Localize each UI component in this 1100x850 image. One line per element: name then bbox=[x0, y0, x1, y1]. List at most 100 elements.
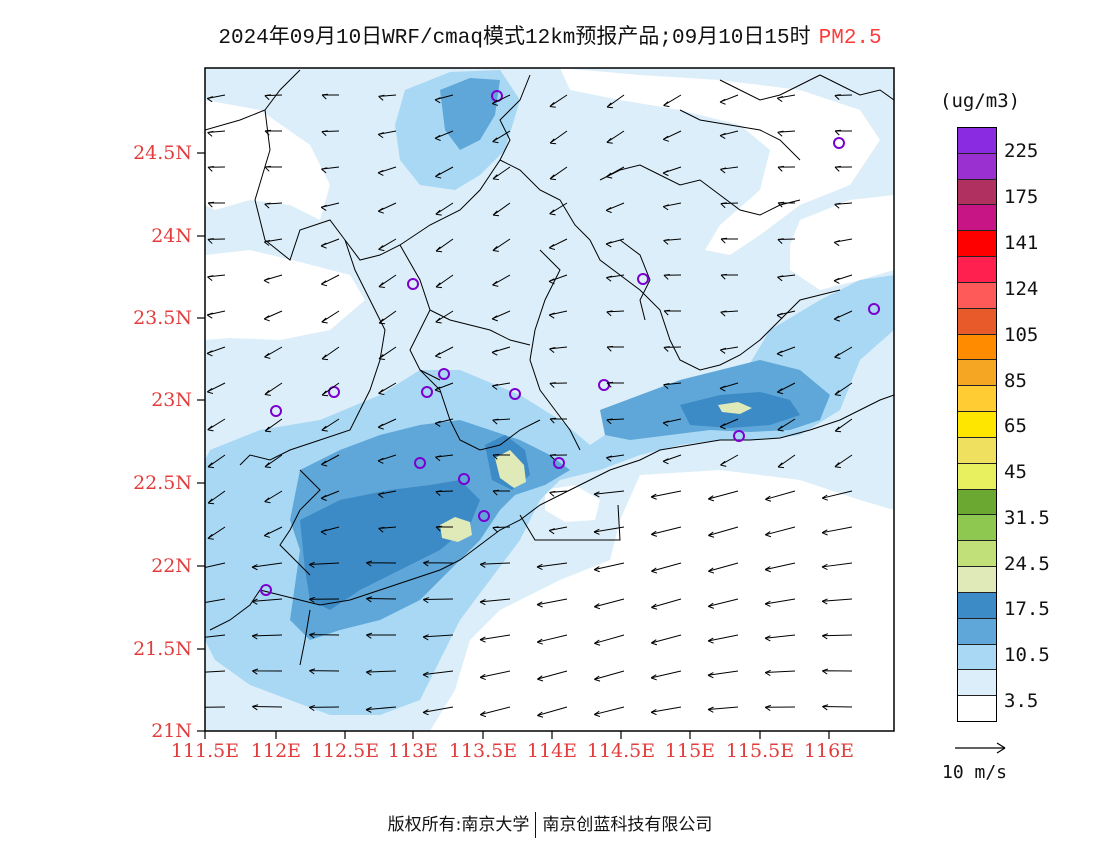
wind-arrow bbox=[650, 634, 682, 646]
wind-arrow bbox=[264, 490, 283, 504]
wind-arrow bbox=[206, 310, 226, 319]
wind-arrow bbox=[207, 418, 226, 432]
wind-arrow bbox=[720, 202, 739, 209]
wind-arrow bbox=[764, 526, 796, 538]
wind-arrow bbox=[651, 562, 682, 574]
wind-arrow bbox=[764, 634, 796, 642]
wind-arrow bbox=[650, 490, 682, 500]
wind-arrow bbox=[479, 670, 511, 681]
wind-arrow bbox=[606, 454, 625, 462]
wind-arrow bbox=[435, 310, 454, 324]
wind-arrow bbox=[834, 418, 853, 433]
wind-arrow bbox=[549, 346, 568, 354]
lat-label-23n: 23N bbox=[151, 389, 192, 411]
wind-arrow bbox=[764, 562, 796, 573]
wind-arrow bbox=[719, 382, 739, 392]
wind-arrow bbox=[423, 560, 454, 567]
wind-arrow bbox=[377, 166, 397, 176]
page-title: 2024年09月10日WRF/cmaq模式12km预报产品;09月10日15时 P… bbox=[0, 20, 1100, 50]
lon-label-113.5e: 113.5E bbox=[448, 740, 518, 762]
wind-arrow bbox=[764, 669, 796, 677]
wind-arrow bbox=[777, 454, 796, 469]
reference-wind-label: 10 m/s bbox=[942, 762, 1008, 783]
wind-arrow bbox=[308, 561, 340, 568]
wind-arrow bbox=[435, 238, 454, 253]
wind-arrow bbox=[308, 596, 340, 603]
wind-arrow bbox=[663, 94, 682, 108]
wind-arrow bbox=[777, 130, 796, 137]
wind-arrow bbox=[321, 382, 340, 397]
wind-arrow bbox=[605, 202, 625, 214]
wind-arrow bbox=[207, 201, 226, 208]
wind-arrow bbox=[263, 274, 283, 284]
legend-level-175: 175 bbox=[1004, 186, 1039, 208]
wind-arrow bbox=[822, 668, 853, 675]
wind-arrow bbox=[663, 309, 682, 316]
legend-level-65: 65 bbox=[1004, 415, 1027, 437]
wind-arrow bbox=[548, 526, 568, 535]
wind-arrow bbox=[264, 346, 283, 359]
wind-arrow bbox=[606, 381, 625, 388]
wind-arrow bbox=[650, 706, 682, 716]
wind-arrow bbox=[479, 598, 511, 606]
pm-low-areas bbox=[205, 68, 894, 731]
wind-vectors bbox=[205, 93, 853, 718]
wind-arrow bbox=[549, 453, 568, 460]
monitoring-stations bbox=[260, 90, 880, 596]
wind-arrow bbox=[536, 598, 568, 608]
wind-arrow bbox=[264, 129, 283, 136]
wind-arrow bbox=[435, 202, 454, 216]
wind-arrow bbox=[422, 706, 454, 716]
lat-label-23.5n: 23.5N bbox=[133, 307, 192, 329]
wind-arrow bbox=[479, 706, 511, 718]
wind-arrow bbox=[720, 166, 739, 174]
wind-arrow bbox=[377, 418, 397, 430]
colorbar-segment bbox=[958, 153, 996, 180]
wind-arrow bbox=[435, 454, 454, 462]
wind-arrow bbox=[776, 310, 796, 319]
colorbar-segment bbox=[958, 308, 996, 335]
legend-level-10.5: 10.5 bbox=[1004, 644, 1050, 666]
title-text: 2024年09月10日WRF/cmaq模式12km预报产品;09月10日15时 bbox=[218, 27, 811, 50]
wind-arrow bbox=[309, 632, 340, 639]
wind-arrow bbox=[549, 417, 568, 424]
pollutant-name: PM2.5 bbox=[818, 27, 882, 50]
wind-arrow bbox=[662, 202, 682, 211]
wind-arrow bbox=[606, 274, 625, 282]
lat-label-24.5n: 24.5N bbox=[133, 142, 192, 164]
wind-arrow bbox=[435, 525, 454, 532]
wind-arrow bbox=[777, 201, 796, 208]
wind-arrow bbox=[764, 598, 796, 607]
wind-arrow bbox=[378, 238, 397, 252]
wind-arrow bbox=[321, 93, 340, 100]
wind-arrow bbox=[264, 202, 283, 209]
wind-arrow bbox=[537, 670, 568, 682]
wind-arrow bbox=[833, 274, 853, 284]
colorbar-segment bbox=[958, 489, 996, 516]
wind-arrow bbox=[434, 130, 454, 141]
wind-arrow bbox=[365, 706, 397, 713]
wind-arrow bbox=[492, 166, 511, 181]
wind-arrow bbox=[833, 310, 853, 322]
wind-arrow bbox=[720, 454, 739, 467]
colorbar-segment bbox=[958, 231, 996, 258]
wind-arrow bbox=[834, 94, 853, 100]
wind-arrow bbox=[708, 526, 739, 538]
wind-arrow bbox=[549, 166, 568, 181]
wind-arrow bbox=[549, 382, 568, 388]
wind-arrow bbox=[776, 382, 796, 395]
wind-arrow bbox=[834, 129, 853, 136]
wind-arrow bbox=[606, 166, 625, 179]
wind-arrow bbox=[594, 670, 625, 682]
colorbar-segment bbox=[958, 179, 996, 206]
lon-label-114.5e: 114.5E bbox=[586, 740, 656, 762]
wind-arrow bbox=[320, 238, 340, 249]
wind-arrow bbox=[606, 418, 625, 425]
lat-label-22.5n: 22.5N bbox=[133, 472, 192, 494]
wind-arrow bbox=[650, 526, 682, 537]
wind-arrow bbox=[707, 634, 739, 644]
wind-arrow bbox=[492, 202, 511, 217]
wind-arrow bbox=[207, 165, 226, 172]
wind-arrow bbox=[720, 273, 739, 280]
legend-level-24.5: 24.5 bbox=[1004, 553, 1050, 575]
